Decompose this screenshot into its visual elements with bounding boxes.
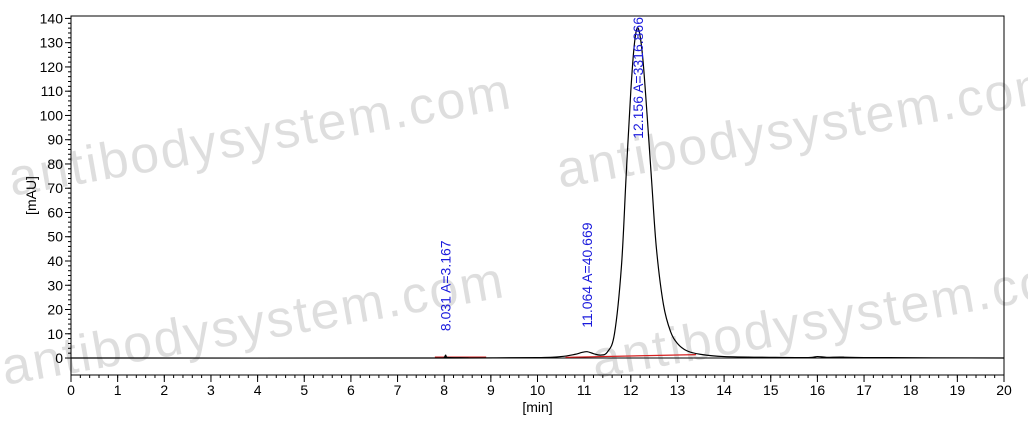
y-tick-label: 120 [40, 59, 64, 75]
x-tick-label: 14 [716, 382, 732, 398]
trace-layer [70, 27, 1005, 359]
label-layer: 8.031 A=3.167 11.064 A=40.669 12.156 A=331… [438, 17, 646, 331]
x-tick-label: 9 [487, 382, 495, 398]
x-tick-label: 19 [950, 382, 966, 398]
watermark-text: antibodysystem.com [4, 62, 516, 208]
y-tick-label: 110 [41, 83, 64, 99]
x-tick-label: 17 [856, 382, 872, 398]
y-tick-label: 70 [47, 180, 63, 196]
watermark-layer: antibodysystem.com antibodysystem.com an… [0, 54, 1028, 397]
y-tick-label: 0 [55, 350, 63, 366]
y-tick-label: 90 [47, 132, 63, 148]
chromatogram-trace [70, 27, 1005, 359]
x-tick-label: 3 [207, 382, 215, 398]
y-tick-label: 10 [47, 326, 63, 342]
y-tick-label: 50 [47, 229, 63, 245]
x-tick-label: 20 [996, 382, 1012, 398]
y-tick-label: 80 [47, 156, 63, 172]
x-tick-label: 18 [903, 382, 919, 398]
x-tick-label: 10 [530, 382, 546, 398]
integration-baseline [565, 354, 697, 358]
x-tick-label: 4 [254, 382, 262, 398]
x-tick-label: 7 [394, 382, 402, 398]
watermark-text: antibodysystem.com [587, 244, 1028, 390]
y-tick-label: 140 [40, 10, 64, 26]
x-tick-label: 15 [763, 382, 779, 398]
peak-annotation: 12.156 A=3316.866 [630, 17, 646, 139]
y-axis-title: [mAU] [23, 176, 39, 215]
x-tick-label: 16 [810, 382, 826, 398]
x-axis-title: [min] [522, 399, 552, 415]
y-tick-label: 30 [47, 277, 63, 293]
x-tick-label: 1 [114, 382, 122, 398]
peak-annotation: 11.064 A=40.669 [579, 222, 595, 327]
y-tick-label: 100 [40, 107, 64, 123]
x-tick-label: 13 [670, 382, 686, 398]
y-tick-label: 60 [47, 204, 63, 220]
x-tick-label: 0 [67, 382, 75, 398]
axes-layer: 0 1 2 3 4 5 6 7 8 9 10 11 12 13 14 15 16 17 18 19 2001020304… [23, 10, 1012, 415]
watermark-text: antibodysystem.com [552, 54, 1028, 200]
x-tick-label: 6 [347, 382, 355, 398]
x-tick-label: 11 [577, 382, 592, 398]
y-tick-label: 40 [47, 253, 63, 269]
x-tick-label: 2 [160, 382, 168, 398]
x-tick-label: 8 [440, 382, 448, 398]
x-tick-label: 12 [623, 382, 639, 398]
y-tick-label: 130 [40, 35, 64, 51]
baseline-layer [434, 354, 697, 358]
y-tick-label: 20 [47, 302, 63, 318]
x-tick-label: 5 [300, 382, 308, 398]
peak-annotation: 8.031 A=3.167 [438, 240, 454, 331]
